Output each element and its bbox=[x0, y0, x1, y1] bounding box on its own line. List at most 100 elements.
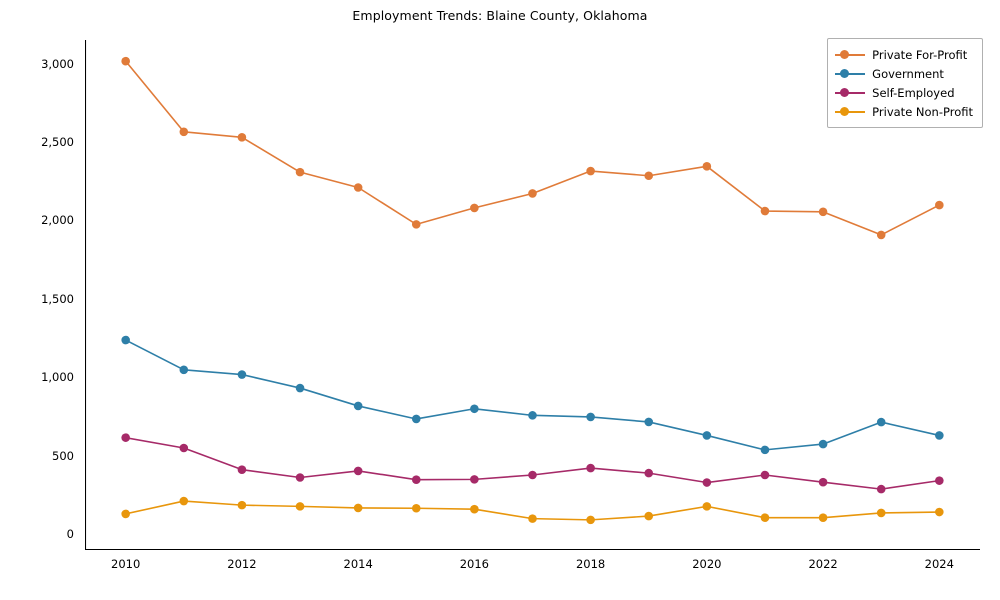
data-point-marker bbox=[295, 473, 305, 482]
chart-title: Employment Trends: Blaine County, Oklaho… bbox=[352, 8, 648, 23]
legend-label: Self-Employed bbox=[872, 85, 955, 100]
plot-svg bbox=[85, 40, 980, 550]
legend-label: Government bbox=[872, 66, 944, 81]
data-point-marker bbox=[876, 484, 886, 494]
data-point-marker bbox=[237, 500, 247, 510]
y-tick-label: 2,500 bbox=[41, 135, 74, 149]
data-point-marker bbox=[353, 401, 363, 411]
data-point-marker bbox=[295, 502, 305, 511]
y-axis-tick-labels: 0 500 1,000 1,500 2,000 2,500 3,000 bbox=[0, 40, 74, 550]
x-tick-label: 2012 bbox=[227, 557, 257, 571]
data-point-marker bbox=[586, 166, 595, 176]
chart-legend: Private For-Profit Government Self-Employe… bbox=[827, 38, 983, 128]
legend-swatch-icon bbox=[835, 67, 866, 81]
data-point-marker bbox=[876, 230, 886, 240]
series-private-for-profit bbox=[121, 56, 944, 240]
data-point-marker bbox=[179, 365, 189, 375]
legend-marker-dot bbox=[840, 107, 850, 116]
data-point-marker bbox=[121, 509, 130, 519]
x-tick-label: 2014 bbox=[343, 557, 373, 571]
y-tick-label: 0 bbox=[66, 527, 74, 542]
data-point-marker bbox=[179, 496, 189, 506]
data-point-marker bbox=[702, 431, 712, 440]
legend-swatch-icon bbox=[835, 86, 866, 100]
series-private-non-profit bbox=[121, 496, 944, 525]
data-point-marker bbox=[935, 200, 944, 210]
data-point-marker bbox=[586, 463, 595, 473]
data-point-marker bbox=[470, 475, 479, 484]
data-point-marker bbox=[644, 468, 654, 478]
data-point-marker bbox=[528, 411, 537, 420]
axis-spine bbox=[85, 40, 980, 550]
data-point-marker bbox=[353, 466, 363, 476]
y-tick-label: 1,000 bbox=[41, 370, 74, 385]
data-point-marker bbox=[586, 412, 595, 422]
data-point-marker bbox=[528, 514, 537, 523]
legend-line bbox=[835, 53, 866, 56]
legend-entry[interactable]: Government bbox=[835, 64, 973, 83]
legend-line bbox=[835, 110, 866, 113]
y-tick-label: 2,000 bbox=[41, 213, 74, 228]
data-point-marker bbox=[818, 513, 828, 522]
data-point-marker bbox=[818, 477, 828, 487]
data-point-marker bbox=[237, 465, 247, 474]
data-point-marker bbox=[411, 475, 421, 485]
x-tick-label: 2020 bbox=[692, 557, 722, 571]
y-tick-label: 3,000 bbox=[41, 56, 74, 71]
x-tick-label: 2018 bbox=[575, 557, 606, 571]
data-point-marker bbox=[644, 511, 654, 521]
data-point-marker bbox=[411, 414, 421, 424]
plot-area bbox=[85, 40, 980, 550]
data-point-marker bbox=[760, 470, 770, 480]
series-line bbox=[124, 339, 941, 451]
data-point-marker bbox=[702, 162, 712, 171]
data-series-group bbox=[121, 56, 944, 525]
data-point-marker bbox=[644, 417, 654, 427]
data-point-marker bbox=[353, 503, 363, 513]
legend-swatch-icon bbox=[835, 48, 866, 62]
y-tick-label: 1,500 bbox=[41, 291, 74, 306]
data-point-marker bbox=[935, 476, 944, 485]
data-point-marker bbox=[470, 404, 479, 414]
legend-label: Private For-Profit bbox=[872, 47, 968, 62]
axis-spines bbox=[85, 40, 980, 550]
data-point-marker bbox=[237, 370, 247, 379]
data-point-marker bbox=[353, 183, 363, 192]
data-point-marker bbox=[411, 503, 421, 513]
x-tick-label: 2022 bbox=[808, 557, 838, 571]
legend-marker-dot bbox=[840, 69, 850, 78]
data-point-marker bbox=[121, 335, 130, 345]
legend-entry[interactable]: Private For-Profit bbox=[835, 45, 973, 64]
data-point-marker bbox=[702, 502, 712, 511]
data-point-marker bbox=[411, 220, 421, 229]
data-point-marker bbox=[644, 171, 654, 181]
data-point-marker bbox=[237, 132, 247, 142]
data-point-marker bbox=[470, 504, 479, 514]
legend-line bbox=[835, 72, 866, 75]
data-point-marker bbox=[295, 167, 305, 177]
data-point-marker bbox=[818, 207, 828, 217]
data-point-marker bbox=[702, 478, 712, 487]
data-point-marker bbox=[295, 383, 305, 393]
legend-label: Private Non-Profit bbox=[872, 104, 973, 119]
data-point-marker bbox=[586, 515, 595, 525]
x-tick-label: 2010 bbox=[111, 557, 141, 571]
y-tick-label: 500 bbox=[52, 448, 74, 463]
data-point-marker bbox=[876, 417, 886, 427]
data-point-marker bbox=[935, 431, 944, 440]
data-point-marker bbox=[121, 56, 130, 66]
data-point-marker bbox=[760, 206, 770, 216]
data-point-marker bbox=[179, 443, 189, 453]
legend-marker-dot bbox=[840, 50, 850, 59]
series-self-employed bbox=[121, 433, 944, 494]
legend-entry[interactable]: Self-Employed bbox=[835, 83, 973, 102]
x-tick-label: 2016 bbox=[459, 557, 490, 571]
data-point-marker bbox=[179, 127, 189, 137]
legend-entry[interactable]: Private Non-Profit bbox=[835, 102, 973, 121]
data-point-marker bbox=[818, 439, 828, 449]
series-line bbox=[124, 60, 941, 236]
data-point-marker bbox=[470, 203, 479, 213]
legend-line bbox=[835, 91, 866, 94]
data-point-marker bbox=[876, 508, 886, 518]
